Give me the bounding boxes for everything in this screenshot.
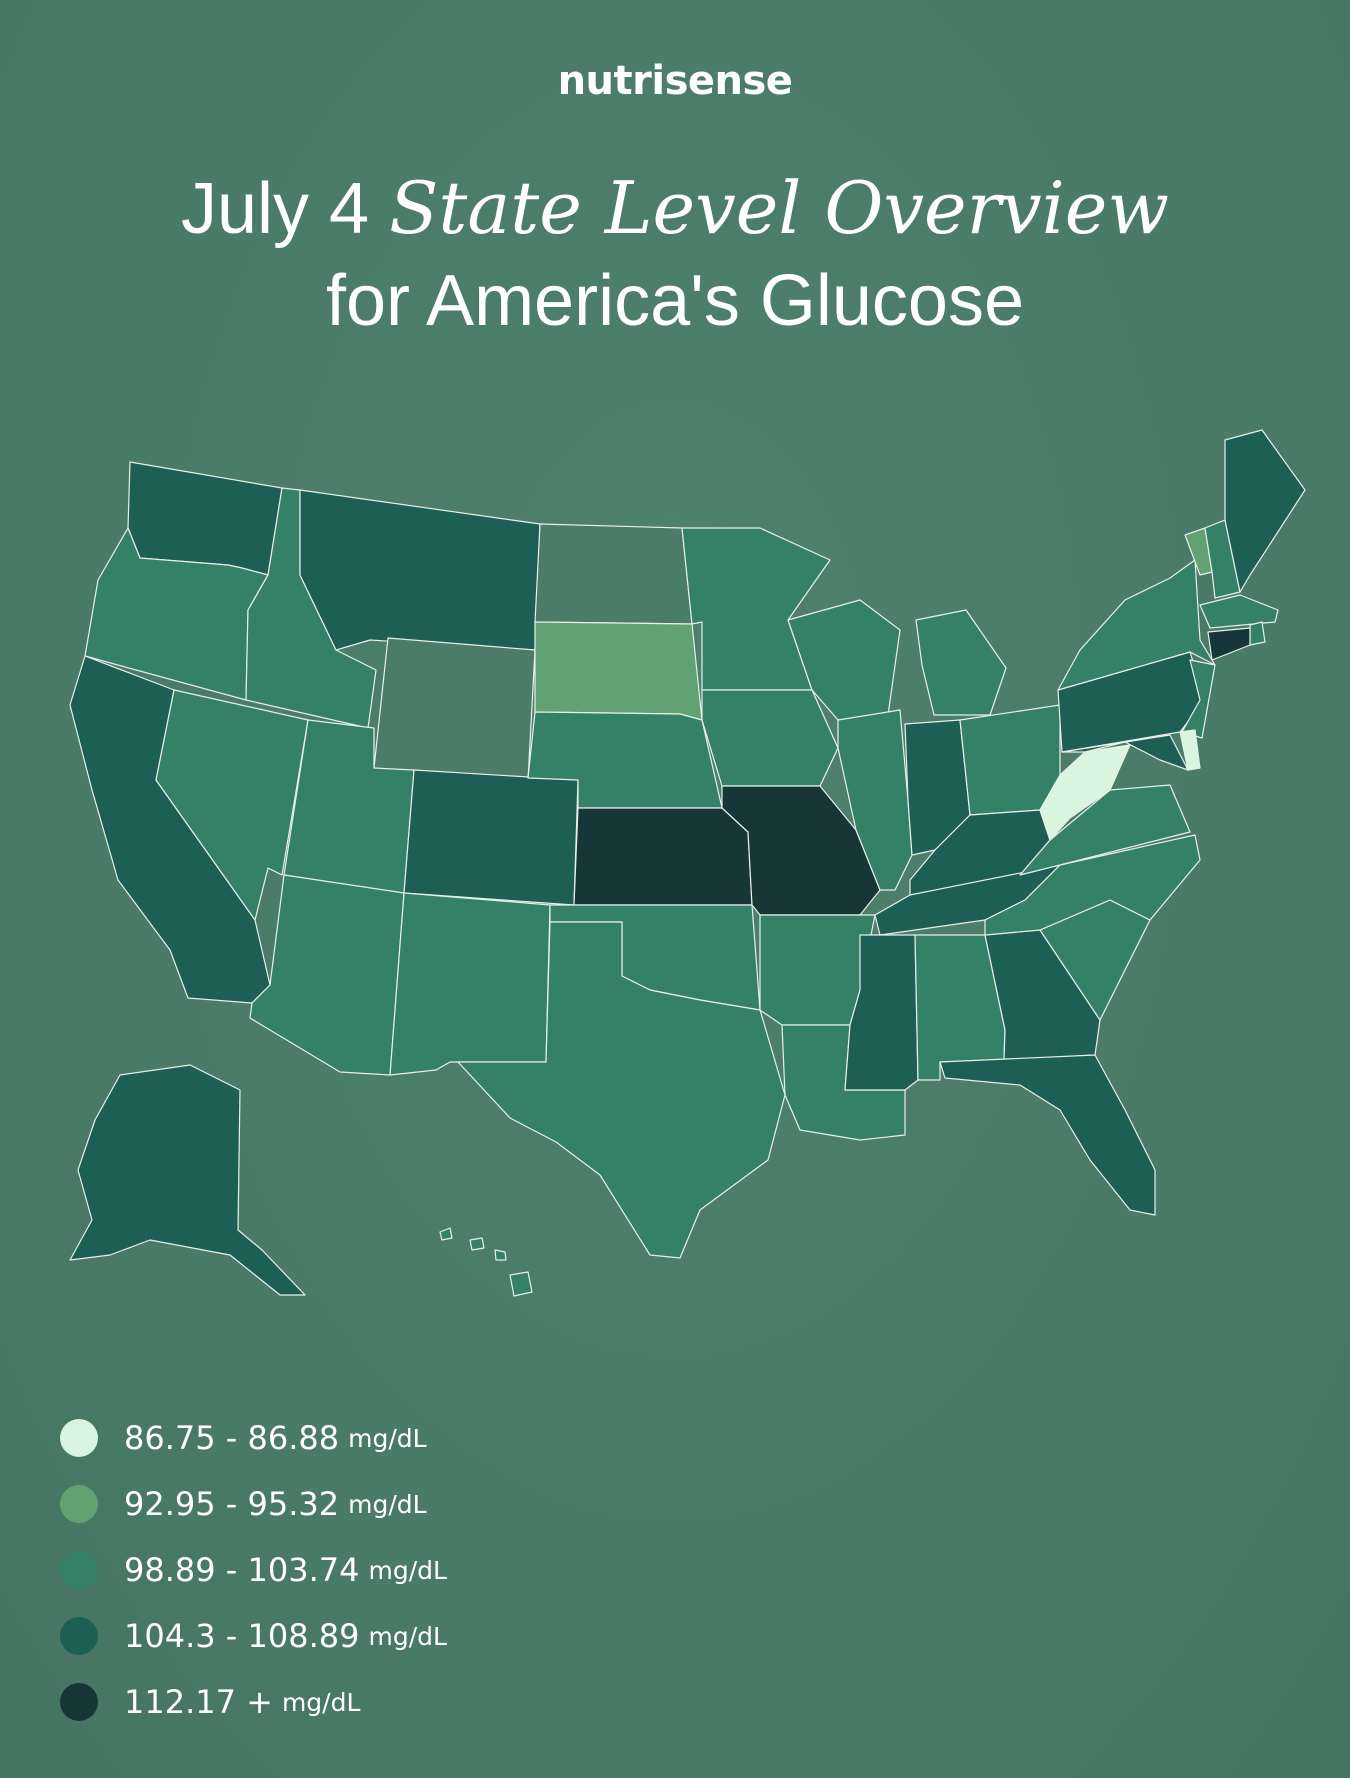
- title-prefix: July 4: [180, 169, 370, 249]
- state-hi: [469, 1237, 485, 1251]
- state-oh: [959, 704, 1061, 816]
- state-ia: [701, 689, 839, 787]
- state-ct: [1207, 627, 1251, 661]
- nutrisense-logo: nutrisense: [557, 58, 793, 104]
- page-title: July 4 State Level Overview for America'…: [0, 162, 1350, 347]
- legend-item: 104.3 - 108.89 mg/dL: [60, 1616, 447, 1656]
- state-de: [1179, 729, 1201, 771]
- state-hi: [439, 1227, 453, 1241]
- legend-range: 104.3 - 108.89: [124, 1617, 360, 1655]
- legend-swatch: [60, 1683, 98, 1721]
- legend-unit: mg/dL: [348, 1489, 427, 1519]
- title-italic: State Level Overview: [389, 166, 1169, 250]
- legend-swatch: [60, 1419, 98, 1457]
- legend-item: 86.75 - 86.88 mg/dL: [60, 1418, 447, 1458]
- legend-range: 92.95 - 95.32: [124, 1485, 340, 1523]
- legend-item: 98.89 - 103.74 mg/dL: [60, 1550, 447, 1590]
- state-hi: [509, 1271, 533, 1297]
- state-mt: [299, 489, 541, 651]
- legend-range: 112.17 +: [124, 1683, 273, 1721]
- state-ri: [1249, 621, 1266, 646]
- legend-unit: mg/dL: [368, 1555, 447, 1585]
- state-hi: [494, 1249, 507, 1261]
- legend-unit: mg/dL: [348, 1423, 427, 1453]
- state-mi: [915, 609, 1007, 716]
- legend-unit: mg/dL: [281, 1687, 361, 1717]
- legend-swatch: [60, 1485, 98, 1523]
- state-il: [837, 709, 913, 891]
- state-wa: [127, 461, 283, 576]
- legend-range: 98.89 - 103.74: [124, 1551, 360, 1589]
- legend: 86.75 - 86.88 mg/dL 92.95 - 95.32 mg/dL 98.8…: [60, 1418, 447, 1748]
- state-nh: [1204, 519, 1241, 599]
- title-line2: for America's Glucose: [326, 261, 1024, 341]
- state-ks: [573, 807, 753, 906]
- state-nd: [534, 523, 693, 625]
- state-fl: [939, 1054, 1156, 1216]
- state-ma: [1199, 594, 1279, 629]
- state-me: [1224, 429, 1306, 593]
- legend-swatch: [60, 1617, 98, 1655]
- state-az: [249, 874, 405, 1076]
- state-ny: [1057, 559, 1216, 691]
- legend-item: 92.95 - 95.32 mg/dL: [60, 1484, 447, 1524]
- state-nc: [984, 834, 1201, 936]
- legend-swatch: [60, 1551, 98, 1589]
- legend-item: 112.17 + mg/dL: [60, 1682, 447, 1722]
- state-co: [403, 769, 579, 906]
- legend-range: 86.75 - 86.88: [124, 1419, 340, 1457]
- state-wv: [1039, 744, 1131, 841]
- state-ak: [69, 1064, 306, 1296]
- state-sd: [534, 621, 703, 721]
- state-nm: [389, 892, 551, 1076]
- state-tx: [457, 921, 786, 1259]
- state-wy: [373, 637, 536, 781]
- legend-unit: mg/dL: [368, 1621, 447, 1651]
- state-md: [1061, 734, 1189, 771]
